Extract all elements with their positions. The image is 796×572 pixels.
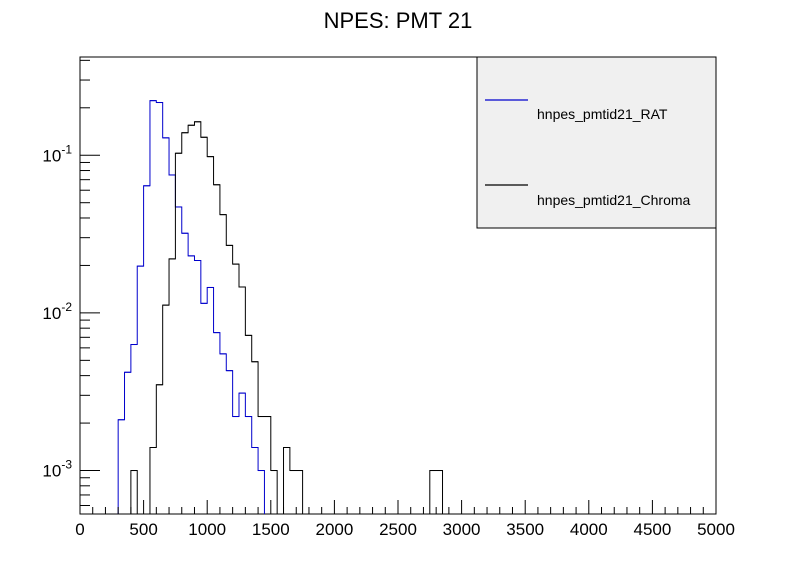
- y-tick-label: 10-2: [42, 300, 72, 323]
- series-0: [117, 100, 265, 514]
- legend-label-chroma: hnpes_pmtid21_Chroma: [537, 192, 691, 208]
- x-tick-label: 1000: [188, 520, 226, 539]
- series-outline-1: [130, 121, 444, 514]
- legend-label-rat: hnpes_pmtid21_RAT: [537, 106, 668, 122]
- x-tick-label: 500: [129, 520, 157, 539]
- y-axis: 10-3 10-2 10-1: [42, 59, 100, 507]
- x-tick-label: 3500: [506, 520, 544, 539]
- histogram-layer: [117, 100, 444, 514]
- x-tick-label: 1500: [252, 520, 290, 539]
- x-tick-label: 3000: [443, 520, 481, 539]
- legend-box: [476, 56, 717, 229]
- series-1: [130, 121, 444, 514]
- x-tick-label: 4000: [570, 520, 608, 539]
- x-tick-label: 2000: [315, 520, 353, 539]
- x-tick-label: 2500: [379, 520, 417, 539]
- x-tick-label: 5000: [697, 520, 735, 539]
- y-tick-label: 10-1: [42, 142, 72, 165]
- series-outline-0: [117, 100, 265, 514]
- x-tick-label: 4500: [633, 520, 671, 539]
- x-axis: 0 500 1000 1500 2000 2500 3000 3500 4000 4500 5000: [75, 500, 735, 539]
- legend: hnpes_pmtid21_RAT hnpes_pmtid21_Chroma: [476, 56, 717, 229]
- chart-title: NPES: PMT 21: [324, 8, 473, 33]
- x-tick-label: 0: [75, 520, 84, 539]
- y-tick-label: 10-3: [42, 458, 72, 481]
